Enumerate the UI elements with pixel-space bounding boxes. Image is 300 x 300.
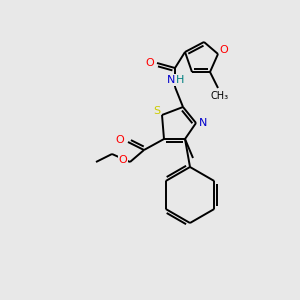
Text: H: H [176, 75, 184, 85]
Text: O: O [116, 135, 124, 145]
Text: CH₃: CH₃ [211, 91, 229, 101]
Text: N: N [167, 75, 175, 85]
Text: S: S [153, 106, 161, 116]
Text: O: O [118, 155, 127, 165]
Text: O: O [220, 45, 228, 55]
Text: N: N [199, 118, 207, 128]
Text: O: O [146, 58, 154, 68]
